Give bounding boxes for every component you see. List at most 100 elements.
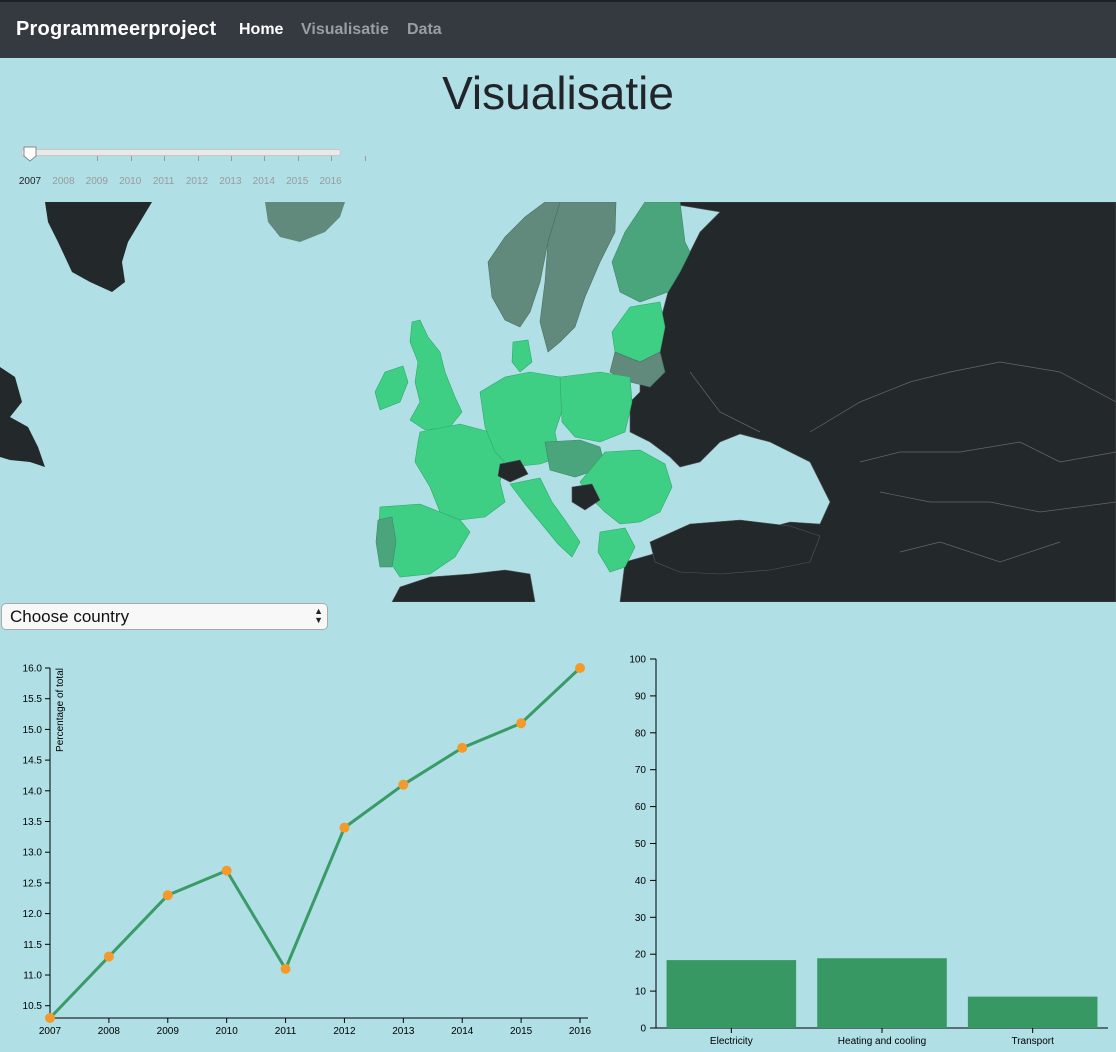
y-tick-label: 80 [635, 728, 647, 739]
y-tick-label: 15.0 [23, 725, 43, 736]
y-axis-label: Percentage of total [55, 668, 66, 752]
y-tick-label: 11.5 [23, 940, 42, 951]
bar [666, 960, 797, 1028]
map-region-uk[interactable] [409, 319, 463, 431]
map-region-greenland[interactable] [45, 202, 152, 292]
x-tick-label: Transport [1011, 1036, 1054, 1047]
nav-link-data[interactable]: Data [407, 21, 442, 38]
data-point [398, 779, 409, 790]
map-region-ireland[interactable] [374, 365, 409, 411]
slider-year-label[interactable]: 2008 [52, 176, 75, 187]
navbar: Programmeerproject Home Visualisatie Dat… [0, 0, 1116, 58]
slider-track[interactable] [21, 149, 341, 156]
slider-year-label[interactable]: 2015 [286, 176, 309, 187]
y-tick-label: 13.5 [23, 817, 43, 828]
x-tick-label: Electricity [710, 1036, 753, 1047]
y-tick-label: 60 [635, 802, 647, 813]
y-tick-label: 14.5 [23, 756, 43, 767]
slider-tick [164, 156, 166, 161]
brand-title[interactable]: Programmeerproject [16, 18, 217, 40]
x-tick-label: 2008 [98, 1026, 121, 1037]
y-tick-label: 40 [635, 876, 647, 887]
map-region-denmark[interactable] [511, 339, 533, 373]
slider-tick [231, 156, 232, 161]
y-tick-label: 10.5 [23, 1001, 43, 1012]
y-tick-label: 14.0 [23, 786, 43, 797]
slider-handle[interactable] [23, 146, 37, 162]
map-region-canada[interactable] [0, 367, 45, 467]
map-region-switzerland[interactable] [497, 459, 529, 483]
slider-year-label[interactable]: 2016 [319, 176, 342, 187]
data-point [103, 951, 114, 962]
data-point [162, 890, 173, 901]
y-tick-label: 13.0 [23, 848, 43, 859]
map-region-italy[interactable] [509, 477, 581, 558]
slider-tick [130, 156, 132, 161]
y-tick-label: 12.0 [23, 909, 43, 920]
country-select[interactable]: Choose country ▲ ▼ [1, 603, 328, 630]
map-region-north-africa[interactable] [391, 569, 536, 602]
map-region-bosnia[interactable] [571, 483, 601, 511]
x-tick-label: 2014 [451, 1026, 474, 1037]
slider-year-label[interactable]: 2011 [152, 176, 175, 187]
nav-link-visualisatie[interactable]: Visualisatie [301, 21, 389, 38]
map-region-portugal[interactable] [375, 516, 397, 568]
select-arrows-icon: ▲ ▼ [314, 606, 323, 625]
y-tick-label: 90 [635, 691, 647, 702]
x-tick-label: 2013 [392, 1026, 415, 1037]
data-point [221, 865, 232, 876]
x-tick-label: 2007 [39, 1026, 62, 1037]
slider-year-label[interactable]: 2013 [219, 176, 242, 187]
map-region-finland[interactable] [611, 202, 691, 303]
map-border-line [689, 361, 1116, 563]
map-region-sweden[interactable] [539, 202, 617, 353]
slider-year-label[interactable]: 2014 [252, 176, 275, 187]
y-tick-label: 20 [635, 950, 647, 961]
map-region-poland[interactable] [559, 371, 633, 443]
x-tick-label: 2016 [569, 1026, 592, 1037]
slider-tick [331, 156, 333, 161]
y-tick-label: 70 [635, 765, 647, 776]
slider-tick [97, 156, 99, 161]
x-tick-label: 2010 [216, 1026, 239, 1037]
data-point [575, 663, 585, 673]
y-tick-label: 12.5 [23, 878, 43, 889]
slider-tick [297, 156, 299, 161]
slider-year-label[interactable]: 2012 [185, 176, 209, 187]
y-tick-label: 15.5 [23, 694, 43, 705]
y-tick-label: 100 [629, 655, 646, 666]
slider-year-label[interactable]: 2009 [85, 176, 108, 187]
slider-year-label[interactable]: 2010 [119, 176, 142, 187]
year-slider[interactable]: 2007 2008 2009 2010 2011 2012 2013 2014 2015 2016 [18, 146, 366, 196]
map-region-baltics[interactable] [611, 301, 666, 363]
map-region-turkey[interactable] [649, 519, 821, 575]
page-title: Visualisatie [442, 67, 674, 119]
data-point [516, 718, 527, 729]
y-tick-label: 0 [640, 1024, 646, 1035]
line-chart: 10.5 11.0 11.5 12.0 12.5 13.0 13.5 14.0 14.5 15.0… [23, 663, 592, 1037]
x-tick-label: 2009 [157, 1026, 180, 1037]
data-point [45, 1013, 55, 1023]
map-region-greece[interactable] [597, 527, 636, 573]
data-point [339, 822, 350, 833]
slider-tick [364, 156, 366, 161]
country-select-label: Choose country [10, 607, 130, 626]
y-tick-label: 10 [635, 987, 647, 998]
x-tick-label: Heating and cooling [838, 1036, 926, 1047]
y-tick-label: 11.0 [23, 971, 42, 982]
nav-link-home[interactable]: Home [239, 21, 284, 38]
series-line [48, 666, 582, 1020]
y-tick-label: 16.0 [23, 664, 43, 675]
x-tick-label: 2011 [275, 1026, 297, 1037]
y-tick-label: 50 [635, 839, 647, 850]
europe-map[interactable] [0, 202, 1116, 602]
x-tick-label: 2015 [510, 1026, 533, 1037]
slider-year-label[interactable]: 2007 [18, 176, 42, 187]
y-tick-label: 30 [635, 913, 647, 924]
bar [817, 958, 947, 1028]
slider-tick [197, 156, 199, 161]
x-tick-label: 2012 [333, 1026, 356, 1037]
map-region-iceland[interactable] [265, 202, 345, 242]
data-point [280, 963, 291, 974]
data-point [457, 742, 468, 753]
